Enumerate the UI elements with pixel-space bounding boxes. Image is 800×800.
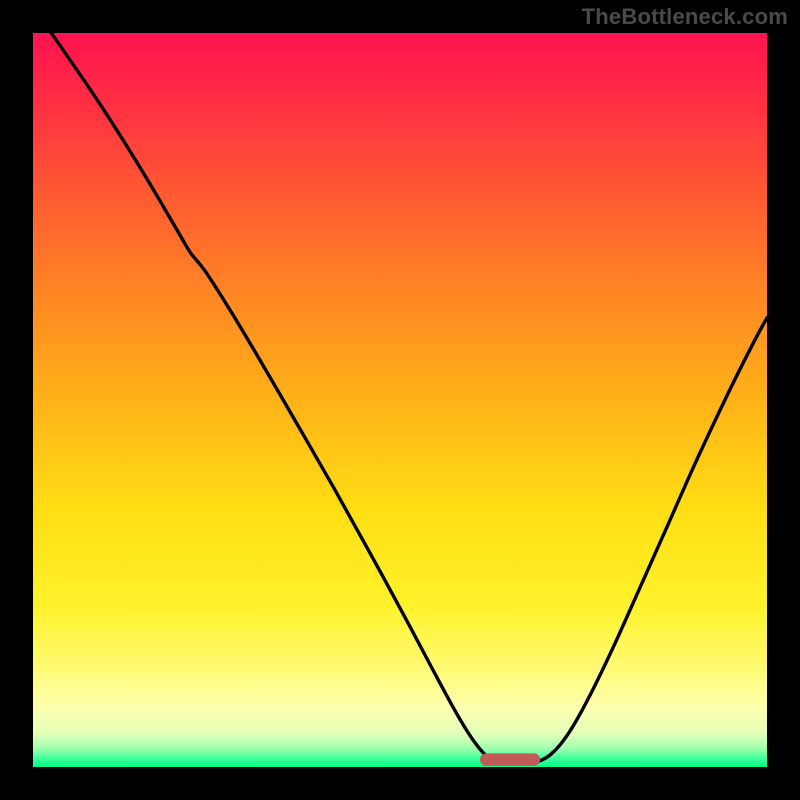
chart-frame: { "watermark": { "text": "TheBottleneck.…: [0, 0, 800, 800]
gradient-background: [33, 33, 767, 767]
optimal-marker: [480, 753, 540, 765]
watermark-text: TheBottleneck.com: [582, 4, 788, 30]
bottleneck-chart: [33, 33, 767, 767]
